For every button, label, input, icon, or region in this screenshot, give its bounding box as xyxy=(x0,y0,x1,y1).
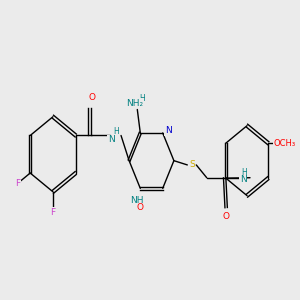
Text: NH: NH xyxy=(130,196,144,205)
Text: H: H xyxy=(241,168,247,177)
Text: NH₂: NH₂ xyxy=(126,99,143,108)
Text: O: O xyxy=(223,212,230,220)
Text: F: F xyxy=(50,208,56,217)
Text: OCH₃: OCH₃ xyxy=(274,139,296,148)
Text: S: S xyxy=(189,160,195,169)
Text: N: N xyxy=(240,176,247,184)
Text: O: O xyxy=(88,93,95,102)
Text: H: H xyxy=(113,127,119,136)
Text: N: N xyxy=(165,126,171,135)
Text: O: O xyxy=(136,203,143,212)
Text: H: H xyxy=(139,94,145,103)
Text: N: N xyxy=(108,135,115,144)
Text: F: F xyxy=(15,179,20,188)
